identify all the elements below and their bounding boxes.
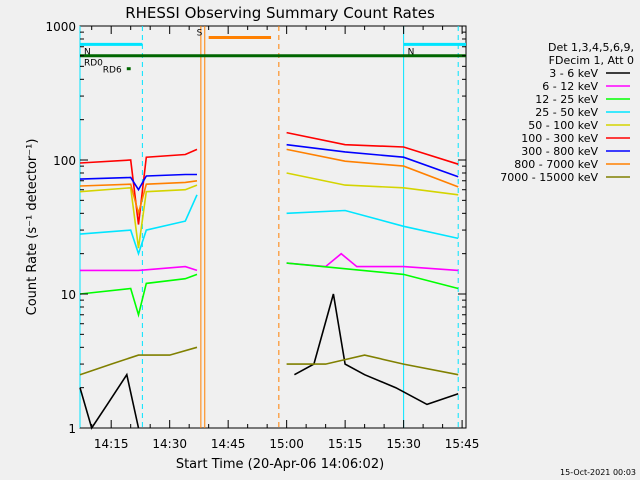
series-line bbox=[79, 346, 198, 376]
legend-entry: 12 - 25 keV bbox=[535, 93, 598, 106]
series-line bbox=[286, 172, 459, 196]
y-tick-label: 10 bbox=[61, 288, 76, 302]
series-line bbox=[79, 173, 197, 192]
y-axis-ticks: 1 10 100 1000 bbox=[45, 20, 466, 436]
marker-lines bbox=[79, 26, 459, 428]
flag-label: RD6 bbox=[103, 66, 122, 76]
legend-entry: 800 - 7000 keV bbox=[514, 158, 598, 171]
x-tick-label: 15:45 bbox=[445, 437, 480, 451]
series-line bbox=[79, 273, 198, 318]
x-tick-label: 15:00 bbox=[269, 437, 304, 451]
x-tick-label: 14:45 bbox=[211, 437, 246, 451]
series-line bbox=[286, 143, 459, 178]
legend: Det 1,3,4,5,6,9,FDecim 1, Att 03 - 6 keV… bbox=[500, 41, 634, 184]
x-tick-label: 14:30 bbox=[152, 437, 187, 451]
series-line bbox=[286, 354, 459, 376]
y-tick-label: 1 bbox=[68, 422, 76, 436]
series-line bbox=[294, 293, 459, 406]
series-line bbox=[79, 184, 198, 249]
y-tick-label: 100 bbox=[53, 154, 76, 168]
legend-entry: 7000 - 15000 keV bbox=[500, 171, 598, 184]
y-tick-label: 1000 bbox=[45, 20, 76, 34]
series-line bbox=[286, 262, 459, 290]
legend-entry: 25 - 50 keV bbox=[535, 106, 598, 119]
flag-label: N bbox=[408, 47, 415, 57]
series-line bbox=[79, 180, 198, 217]
legend-entry: 6 - 12 keV bbox=[542, 80, 598, 93]
x-tick-label: 15:15 bbox=[328, 437, 363, 451]
legend-header: FDecim 1, Att 0 bbox=[549, 54, 634, 67]
legend-entry: 300 - 800 keV bbox=[521, 145, 598, 158]
y-axis-label: Count Rate (s⁻¹ detector⁻¹) bbox=[25, 139, 40, 316]
legend-entry: 100 - 300 keV bbox=[521, 132, 598, 145]
timestamp: 15-Oct-2021 00:03 bbox=[560, 468, 636, 477]
flag-label: N bbox=[84, 47, 91, 57]
series-line bbox=[286, 131, 459, 165]
chart-title: RHESSI Observing Summary Count Rates bbox=[125, 4, 435, 22]
series-line bbox=[79, 194, 198, 257]
x-tick-label: 15:30 bbox=[386, 437, 421, 451]
series-line bbox=[80, 265, 198, 272]
series-line bbox=[79, 148, 198, 225]
legend-header: Det 1,3,4,5,6,9, bbox=[548, 41, 634, 54]
x-axis-label: Start Time (20-Apr-06 14:06:02) bbox=[176, 457, 384, 472]
series-line bbox=[79, 372, 140, 430]
x-axis-ticks: 14:15 14:30 14:45 15:00 15:15 15:30 15:45 bbox=[91, 26, 480, 451]
legend-entry: 50 - 100 keV bbox=[528, 119, 598, 132]
series-lines bbox=[79, 131, 459, 430]
series-line bbox=[286, 209, 459, 240]
x-tick-label: 14:15 bbox=[94, 437, 129, 451]
legend-entry: 3 - 6 keV bbox=[549, 67, 598, 80]
series-line bbox=[286, 148, 459, 188]
flag-label: S bbox=[197, 29, 203, 39]
flag-label: RD0 bbox=[84, 59, 103, 69]
